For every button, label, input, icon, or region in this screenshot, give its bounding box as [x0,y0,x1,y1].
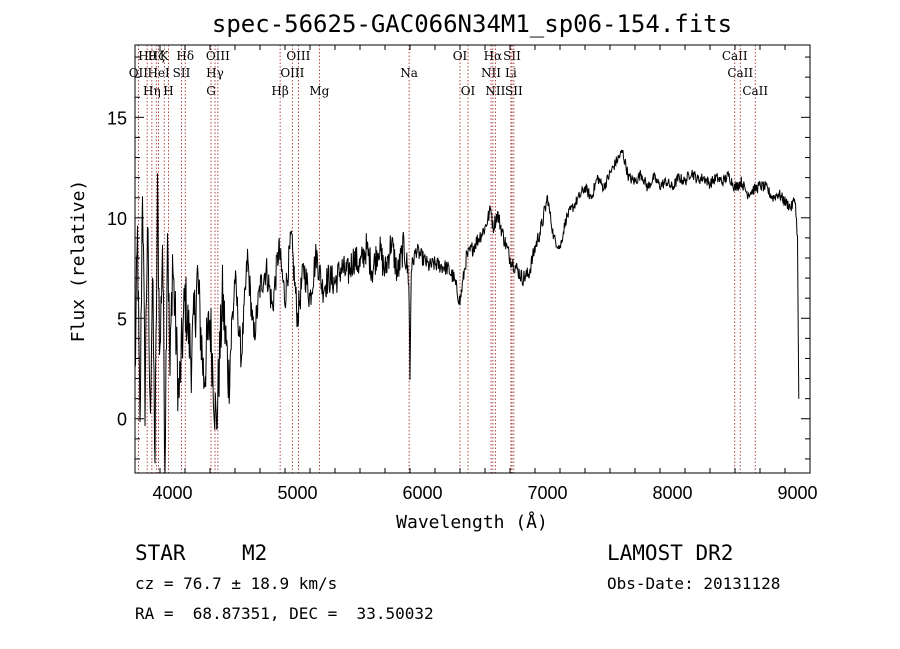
spectrum-series [134,149,800,474]
line-marker-label: H [163,84,173,98]
line-marker-label: OI [453,49,468,63]
object-subclass: M2 [242,541,268,565]
line-marker-label: Hβ [271,84,288,98]
observation-date: Obs-Date: 20131128 [607,574,781,593]
line-marker-label: Li [505,66,517,80]
x-axis: 4000 5000 6000 7000 8000 9000 [134,45,818,503]
line-marker-label: G [206,84,216,98]
y-tick-label: 10 [107,209,127,229]
line-marker-label: OII [129,66,149,80]
x-axis-label: Wavelength (Å) [396,511,548,533]
line-marker-label: OIII [206,49,230,63]
plot-frame [134,44,811,474]
y-tick-label: 15 [107,108,127,128]
x-tick-label: 5000 [277,483,317,503]
chart-title: spec-56625-GAC066N34M1_sp06-154.fits [212,10,732,38]
x-tick-label: 8000 [652,483,692,503]
redshift-velocity: cz = 76.7 ± 18.9 km/s [135,574,338,593]
line-marker-label: Hγ [206,66,224,80]
line-marker-label: OIII [286,49,310,63]
x-tick-label: 4000 [152,483,192,503]
y-tick-label: 0 [117,410,127,430]
line-marker-label: NII [481,66,501,80]
line-marker-label: OI [461,84,476,98]
line-marker-label: Na [400,66,418,80]
y-axis-label: Flux (relative) [68,180,89,343]
line-marker-label: NII [485,84,505,98]
line-marker-label: OIII [280,66,304,80]
x-tick-label: 6000 [402,483,442,503]
line-marker-label: CaII [727,66,753,80]
line-marker-label: Hα [484,49,503,63]
line-marker-label: SII [173,66,191,80]
y-axis: 0 5 10 15 [107,56,810,460]
spectrum-line-0 [134,149,800,474]
coordinates: RA = 68.87351, DEC = 33.50032 [135,604,434,623]
line-marker-label: CaII [742,84,768,98]
line-marker-label: HeI [147,66,170,80]
y-tick-label: 5 [117,309,127,329]
object-class: STAR [135,541,186,565]
line-marker-label: Mg [309,84,329,98]
survey-release: LAMOST DR2 [607,541,734,565]
line-marker-label: CaII [722,49,748,63]
line-marker-label: SII [503,49,521,63]
spectral-line-markers: OIIHθHηHζHeIKHSIIHδGHγOIIIHβOIIIOIIIMgNa… [129,45,768,473]
line-marker-label: Hδ [176,49,194,63]
line-marker-label: K [160,49,170,63]
line-marker-label: SII [505,84,523,98]
line-marker-label: Hη [143,84,161,98]
line-marker-label: Hζ [148,49,165,63]
x-tick-label: 7000 [527,483,567,503]
x-tick-label: 9000 [777,483,817,503]
